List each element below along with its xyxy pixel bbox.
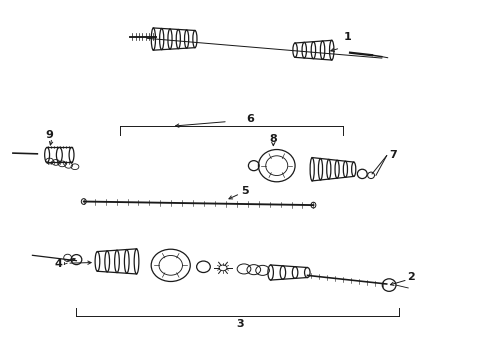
Text: 8: 8 bbox=[270, 134, 277, 144]
Text: 3: 3 bbox=[236, 319, 244, 329]
Text: 1: 1 bbox=[343, 32, 351, 41]
Text: 9: 9 bbox=[46, 130, 53, 140]
Text: 5: 5 bbox=[241, 186, 249, 197]
Text: 7: 7 bbox=[389, 150, 397, 160]
Text: 6: 6 bbox=[246, 114, 254, 124]
Text: 4: 4 bbox=[54, 259, 62, 269]
Text: 2: 2 bbox=[407, 272, 415, 282]
